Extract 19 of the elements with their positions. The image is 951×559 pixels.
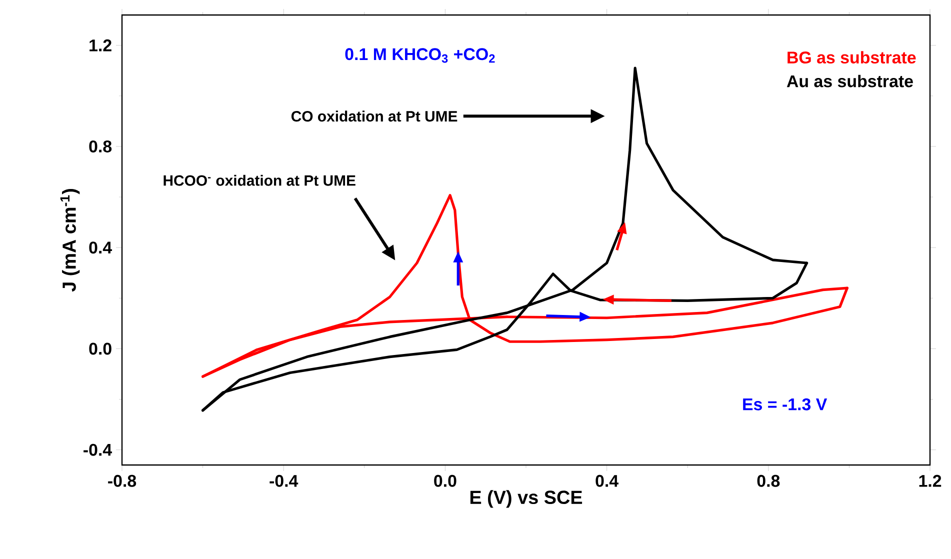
y-tick-label: -0.4 [84, 444, 112, 456]
annotation: Es = -1.3 V [743, 398, 828, 410]
x-tick-label: 0.8 [757, 474, 780, 487]
annotation: HCOO$^{-}$ oxidation at Pt UME [164, 174, 356, 186]
x-tick-label: 0.4 [596, 474, 618, 487]
y-tick-label: 0.0 [89, 342, 112, 355]
annotation: 0.1 M KHCO$_{3}$ +CO$_{2}$ [345, 48, 495, 63]
y-tick-label: 0.4 [89, 242, 112, 254]
x-tick-label: -0.8 [108, 474, 136, 487]
y-tick-label: 1.2 [90, 39, 112, 52]
x-tick-label: 0.0 [434, 474, 456, 487]
text: BG as substrate [788, 51, 916, 64]
text: Au as substrate [786, 74, 913, 88]
annotation: CO oxidation at Pt UME [291, 110, 458, 122]
x-tick-label: 1.2 [919, 474, 942, 487]
x-axis-title: E (V) vs SCE [470, 490, 582, 508]
y-tick-label: 0.8 [89, 140, 112, 152]
y-axis-title: J (mA cm$^{-1}$) [60, 189, 80, 292]
x-tick-label: -0.4 [270, 474, 298, 487]
